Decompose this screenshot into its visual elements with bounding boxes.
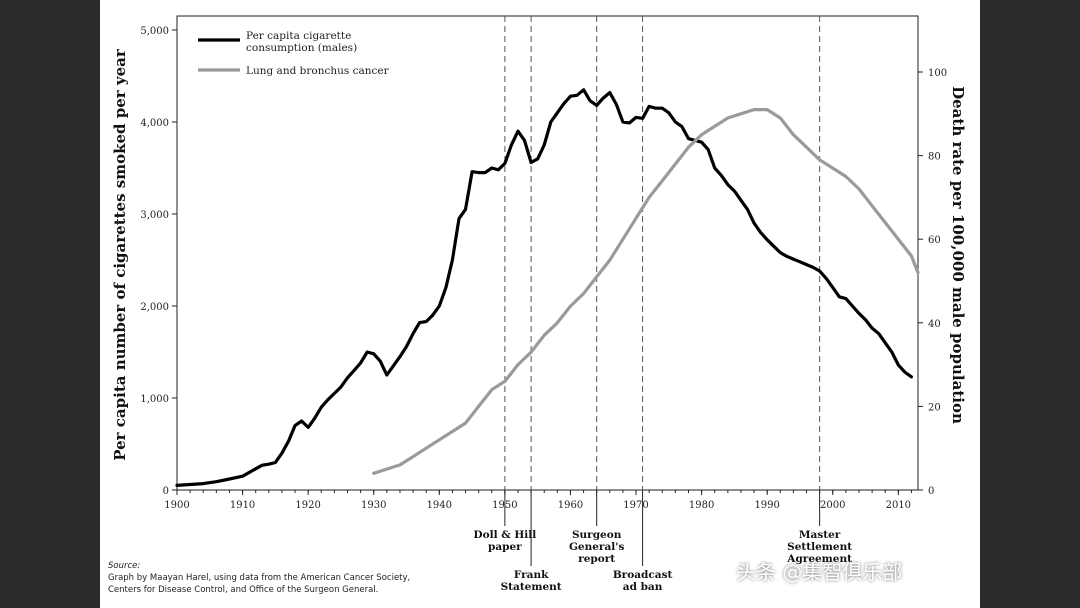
y-left-tick-label: 1,000	[140, 394, 169, 405]
event-label-line: Broadcast	[613, 569, 673, 581]
x-tick-label: 1990	[754, 500, 779, 511]
event-label: Master Settlement Agreement	[786, 529, 852, 565]
x-tick-label: 1930	[361, 500, 386, 511]
x-tick-label: 1970	[623, 500, 648, 511]
event-label-line: Statement	[501, 581, 562, 593]
event-label-line: Doll & Hill	[473, 529, 536, 541]
source-line-2: Centers for Disease Control, and Office …	[108, 585, 379, 595]
plot-frame	[176, 15, 919, 491]
x-tick-label: 1900	[164, 500, 189, 511]
event-label-line: General's	[569, 541, 625, 553]
y-right-tick-label: 20	[928, 402, 941, 413]
y-left-tick-label: 3,000	[140, 210, 169, 221]
y-left-tick-label: 0	[163, 486, 169, 497]
x-tick-label: 1920	[295, 500, 320, 511]
x-tick-label: 1960	[558, 500, 583, 511]
legend-label-lung-cancer: Lung and bronchus cancer	[246, 65, 390, 77]
series-line-cigarettes	[175, 88, 914, 487]
legend-label-cigarettes: Per capita cigarette consumption (males)	[246, 30, 357, 54]
legend: Per capita cigarette consumption (males) L…	[198, 30, 390, 77]
x-tick-label: 1980	[689, 500, 714, 511]
event-label: Doll & Hill paper	[473, 529, 536, 553]
chart: 1900 1910 1920 1930 1940 1950 1960 1970 1980 1990…	[111, 15, 967, 593]
source-label: Source:	[108, 561, 141, 571]
y-left-tick-label: 5,000	[140, 26, 169, 37]
event-label-line: Agreement	[786, 553, 852, 565]
event-label: Broadcast ad ban	[613, 569, 673, 593]
source-line-1: Graph by Maayan Harel, using data from t…	[108, 573, 411, 583]
event-label-line: Frank	[514, 569, 549, 581]
event-label-line: Settlement	[787, 541, 852, 553]
legend-label-line: consumption (males)	[246, 42, 357, 54]
y-axis-right-title: Death rate per 100,000 male population	[949, 86, 967, 424]
y-right-tick-label: 0	[928, 486, 934, 497]
event-label: Surgeon General's report	[569, 529, 625, 565]
source-note: Source: Graph by Maayan Harel, using dat…	[108, 560, 488, 596]
event-markers: Doll & Hill paper Frank Statement Surgeon Gen…	[473, 16, 852, 593]
series-lines	[175, 88, 920, 487]
event-label-line: Master	[799, 529, 841, 541]
y-left-tick-label: 4,000	[140, 118, 169, 129]
x-tick-label: 2000	[820, 500, 845, 511]
y-right-tick-label: 60	[928, 235, 941, 246]
x-tick-label: 2010	[886, 500, 911, 511]
x-tick-label: 1940	[427, 500, 452, 511]
event-label-line: Surgeon	[572, 529, 622, 541]
event-label-line: ad ban	[623, 581, 663, 593]
event-label: Frank Statement	[501, 569, 562, 593]
series-line-lung-cancer	[372, 107, 920, 475]
x-tick-label: 1910	[230, 500, 255, 511]
y-axis-left-title: Per capita number of cigarettes smoked p…	[111, 48, 129, 461]
legend-label-line: Per capita cigarette	[246, 30, 351, 42]
y-right-tick-label: 40	[928, 319, 941, 330]
watermark: 头条 @集智俱乐部	[736, 560, 903, 584]
event-label-line: report	[578, 553, 615, 565]
y-right-tick-label: 80	[928, 152, 941, 163]
y-left-tick-label: 2,000	[140, 302, 169, 313]
event-label-line: paper	[488, 541, 522, 553]
slide: 1900 1910 1920 1930 1940 1950 1960 1970 1980 1990…	[100, 0, 980, 608]
y-right-tick-label: 100	[928, 68, 947, 79]
axes: 1900 1910 1920 1930 1940 1950 1960 1970 1980 1990…	[140, 15, 947, 511]
